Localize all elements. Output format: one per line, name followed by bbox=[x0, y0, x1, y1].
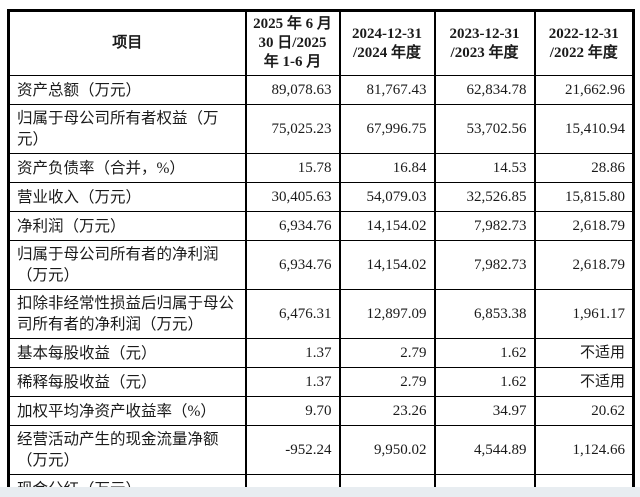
row-label: 加权平均净资产收益率（%） bbox=[7, 396, 247, 426]
cell-value: 67,996.75 bbox=[338, 104, 436, 154]
cell-value: 9,950.02 bbox=[338, 425, 436, 475]
table-row: 加权平均净资产收益率（%） 9.70 23.26 34.97 20.62 bbox=[7, 396, 635, 426]
cell-value: 20.62 bbox=[533, 396, 635, 426]
cell-value: 2,618.79 bbox=[533, 240, 635, 290]
cell-value: 89,078.63 bbox=[244, 75, 341, 105]
financial-summary-table-wrap: 项目 2025 年 6 月 30 日/2025 年 1-6 月 2024-12-… bbox=[7, 9, 635, 497]
cell-value: 23.26 bbox=[338, 396, 436, 426]
cell-value: 81,767.43 bbox=[338, 75, 436, 105]
cell-value: 7,982.73 bbox=[433, 211, 536, 241]
row-label: 净利润（万元） bbox=[7, 211, 247, 241]
column-header-item: 项目 bbox=[7, 10, 247, 76]
cell-value: 2,618.79 bbox=[533, 211, 635, 241]
row-label: 稀释每股收益（元） bbox=[7, 367, 247, 397]
cell-value: 15.78 bbox=[244, 153, 341, 183]
cell-value: 62,834.78 bbox=[433, 75, 536, 105]
cell-value: 30,405.63 bbox=[244, 182, 341, 212]
column-header-2024: 2024-12-31 /2024 年度 bbox=[338, 10, 436, 76]
cell-value: 54,079.03 bbox=[338, 182, 436, 212]
table-row: 经营活动产生的现金流量净额 （万元） -952.24 9,950.02 4,54… bbox=[7, 425, 635, 475]
page-bottom-edge bbox=[0, 487, 640, 497]
cell-value: 14.53 bbox=[433, 153, 536, 183]
column-header-2023: 2023-12-31 /2023 年度 bbox=[433, 10, 536, 76]
cell-value: 1,961.17 bbox=[533, 289, 635, 339]
cell-value: 1.62 bbox=[433, 338, 536, 368]
row-label: 归属于母公司所有者的净利润 （万元） bbox=[7, 240, 247, 290]
cell-value: 34.97 bbox=[433, 396, 536, 426]
table-body: 资产总额（万元） 89,078.63 81,767.43 62,834.78 2… bbox=[7, 75, 635, 497]
cell-value: -952.24 bbox=[244, 425, 341, 475]
cell-value: 75,025.23 bbox=[244, 104, 341, 154]
cell-value: 4,544.89 bbox=[433, 425, 536, 475]
cell-value: 21,662.96 bbox=[533, 75, 635, 105]
row-label: 营业收入（万元） bbox=[7, 182, 247, 212]
cell-value: 14,154.02 bbox=[338, 211, 436, 241]
cell-value: 6,934.76 bbox=[244, 211, 341, 241]
table-row: 营业收入（万元） 30,405.63 54,079.03 32,526.85 1… bbox=[7, 182, 635, 212]
cell-value: 不适用 bbox=[533, 367, 635, 397]
table-row: 扣除非经常性损益后归属于母公 司所有者的净利润（万元） 6,476.31 12,… bbox=[7, 289, 635, 339]
cell-value: 53,702.56 bbox=[433, 104, 536, 154]
table-row: 归属于母公司所有者权益（万元） 75,025.23 67,996.75 53,7… bbox=[7, 104, 635, 154]
cell-value: 1.37 bbox=[244, 338, 341, 368]
cell-value: 9.70 bbox=[244, 396, 341, 426]
cell-value: 2.79 bbox=[338, 338, 436, 368]
row-label: 扣除非经常性损益后归属于母公 司所有者的净利润（万元） bbox=[7, 289, 247, 339]
row-label: 资产负债率（合并，%） bbox=[7, 153, 247, 183]
column-header-2022: 2022-12-31 /2022 年度 bbox=[533, 10, 635, 76]
cell-value: 1.62 bbox=[433, 367, 536, 397]
table-row: 资产负债率（合并，%） 15.78 16.84 14.53 28.86 bbox=[7, 153, 635, 183]
cell-value: 14,154.02 bbox=[338, 240, 436, 290]
table-row: 归属于母公司所有者的净利润 （万元） 6,934.76 14,154.02 7,… bbox=[7, 240, 635, 290]
cell-value: 6,476.31 bbox=[244, 289, 341, 339]
cell-value: 7,982.73 bbox=[433, 240, 536, 290]
table-row: 稀释每股收益（元） 1.37 2.79 1.62 不适用 bbox=[7, 367, 635, 397]
row-label: 经营活动产生的现金流量净额 （万元） bbox=[7, 425, 247, 475]
cell-value: 32,526.85 bbox=[433, 182, 536, 212]
header-row: 项目 2025 年 6 月 30 日/2025 年 1-6 月 2024-12-… bbox=[7, 10, 635, 76]
cell-value: 28.86 bbox=[533, 153, 635, 183]
cell-value: 15,410.94 bbox=[533, 104, 635, 154]
table-row: 基本每股收益（元） 1.37 2.79 1.62 不适用 bbox=[7, 338, 635, 368]
row-label: 基本每股收益（元） bbox=[7, 338, 247, 368]
financial-summary-table: 项目 2025 年 6 月 30 日/2025 年 1-6 月 2024-12-… bbox=[7, 9, 635, 497]
cell-value: 12,897.09 bbox=[338, 289, 436, 339]
cell-value: 1.37 bbox=[244, 367, 341, 397]
row-label: 资产总额（万元） bbox=[7, 75, 247, 105]
cell-value: 不适用 bbox=[533, 338, 635, 368]
cell-value: 15,815.80 bbox=[533, 182, 635, 212]
column-header-2025h1: 2025 年 6 月 30 日/2025 年 1-6 月 bbox=[244, 10, 341, 76]
row-label: 归属于母公司所有者权益（万元） bbox=[7, 104, 247, 154]
cell-value: 6,934.76 bbox=[244, 240, 341, 290]
table-row: 净利润（万元） 6,934.76 14,154.02 7,982.73 2,61… bbox=[7, 211, 635, 241]
cell-value: 16.84 bbox=[338, 153, 436, 183]
table-row: 资产总额（万元） 89,078.63 81,767.43 62,834.78 2… bbox=[7, 75, 635, 105]
cell-value: 1,124.66 bbox=[533, 425, 635, 475]
cell-value: 6,853.38 bbox=[433, 289, 536, 339]
cell-value: 2.79 bbox=[338, 367, 436, 397]
